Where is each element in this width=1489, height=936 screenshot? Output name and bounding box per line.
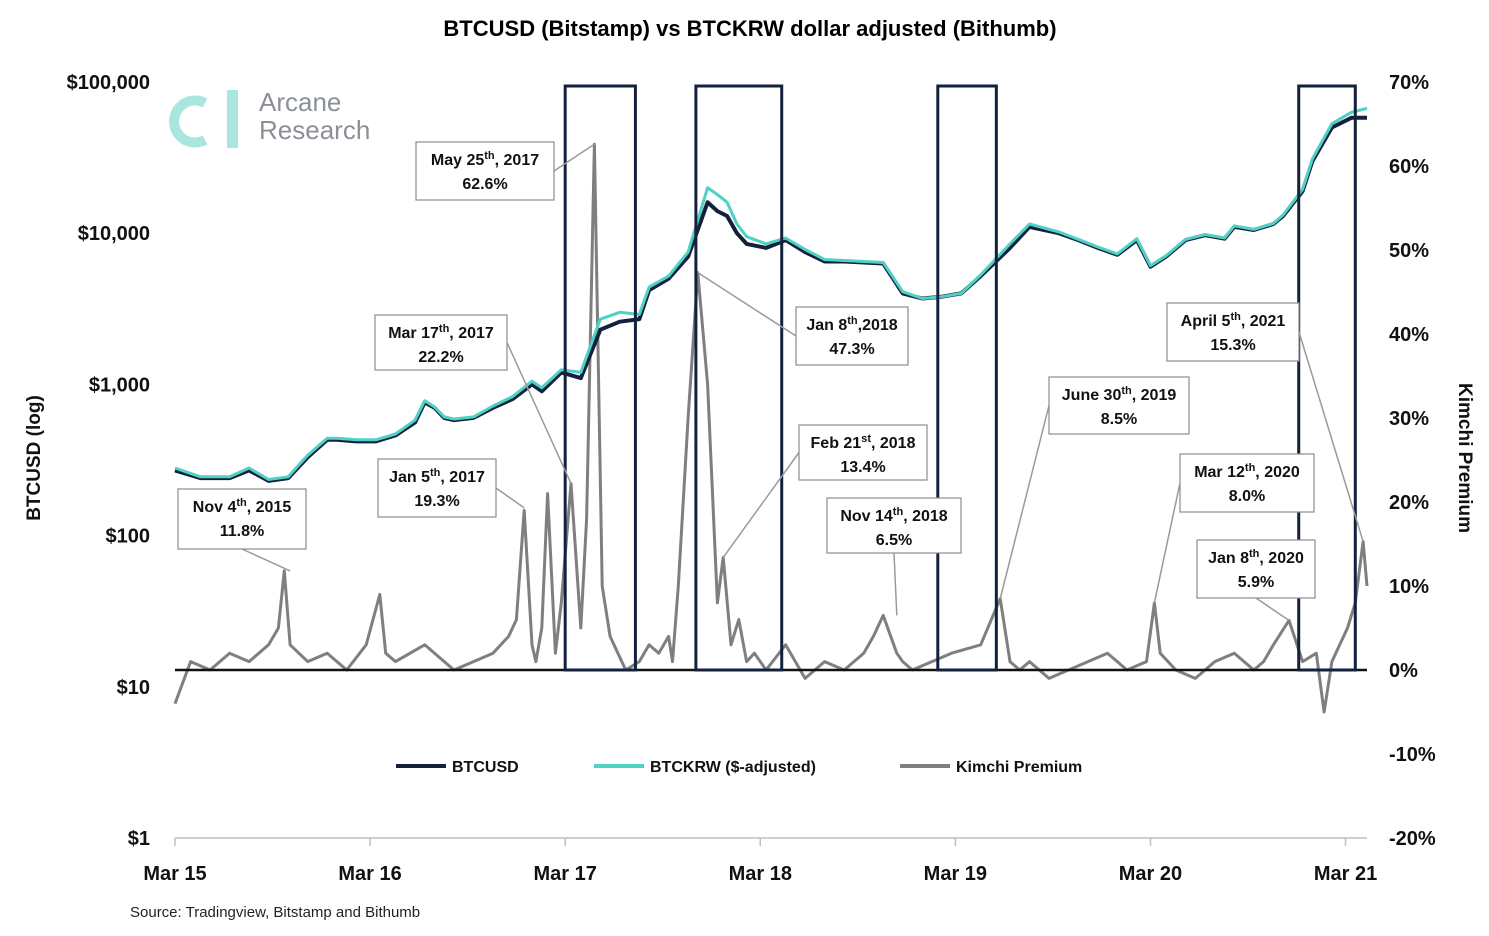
annotation-value: 47.3%	[829, 341, 874, 358]
highlight-period-box	[563, 84, 637, 672]
annotation-date: Mar 17th, 2017	[388, 323, 494, 342]
y-right-tick-label: 50%	[1389, 240, 1429, 262]
annotation-value: 8.0%	[1229, 488, 1265, 505]
y-left-tick-label: $10	[117, 677, 150, 699]
annotation-box	[374, 314, 508, 371]
annotation-value: 62.6%	[462, 176, 507, 193]
annotation-box	[177, 488, 307, 550]
annotation-date: April 5th, 2021	[1181, 311, 1286, 330]
highlight-period-box	[1297, 84, 1357, 672]
highlight-period-box	[694, 84, 784, 672]
annotation-box	[1179, 453, 1315, 513]
annotation-leader-line	[999, 405, 1050, 599]
y-left-tick-label: $1,000	[89, 374, 150, 396]
btckrw-line	[174, 106, 1368, 481]
legend-label-premium: Kimchi Premium	[956, 759, 1082, 776]
y-axis-right-label: Kimchi Premium	[1454, 383, 1475, 533]
annotation-value: 5.9%	[1238, 574, 1274, 591]
annotation-leader-line	[1153, 482, 1181, 603]
annotation-leader-line	[241, 548, 291, 572]
y-left-tick-label: $100	[106, 526, 151, 548]
y-right-tick-label: 10%	[1389, 576, 1429, 598]
source-note: Source: Tradingview, Bitstamp and Bithum…	[130, 904, 420, 921]
annotation-box	[1196, 539, 1316, 599]
annotation-value: 11.8%	[220, 523, 264, 540]
annotation-value: 22.2%	[418, 349, 463, 366]
chart-title: BTCUSD (Bitstamp) vs BTCKRW dollar adjus…	[443, 16, 1056, 41]
annotation-box	[1166, 302, 1300, 362]
annotation-box	[415, 141, 555, 201]
annotation-date: Mar 12th, 2020	[1194, 462, 1300, 481]
annotation-leader-line	[722, 452, 800, 558]
logo: Arcane Research	[169, 87, 370, 148]
annotation-leader-line	[495, 487, 525, 509]
logo-text-line1: Arcane	[259, 87, 341, 117]
annotation-leader-line	[893, 552, 898, 616]
annotation-value: 19.3%	[414, 493, 459, 510]
annotation-date: Jan 8th, 2020	[1208, 548, 1304, 567]
y-right-tick-label: -20%	[1389, 828, 1436, 850]
y-axis-left-ticks: $100,000 $10,000 $1,000 $100 $10 $1	[67, 72, 150, 850]
legend: BTCUSD BTCKRW ($-adjusted) Kimchi Premiu…	[396, 759, 1082, 776]
x-tick-label: Mar 15	[143, 863, 206, 885]
legend-label-btckrw: BTCKRW ($-adjusted)	[650, 759, 816, 776]
highlight-period-box	[936, 84, 998, 672]
annotation-box	[798, 424, 928, 481]
y-right-tick-label: 30%	[1389, 408, 1429, 430]
y-left-tick-label: $100,000	[67, 72, 150, 94]
annotation-date: Jan 5th, 2017	[389, 467, 485, 486]
annotation-value: 15.3%	[1210, 337, 1255, 354]
logo-text-line2: Research	[259, 115, 370, 145]
y-right-tick-label: -10%	[1389, 744, 1436, 766]
series-btckrw	[174, 106, 1368, 481]
annotation-leader-line	[1298, 331, 1364, 542]
logo-mark-bar-icon	[227, 90, 238, 148]
annotation-value: 8.5%	[1101, 411, 1137, 428]
y-right-tick-label: 70%	[1389, 72, 1429, 94]
annotation-box	[377, 458, 497, 518]
logo-mark-icon	[169, 95, 208, 148]
annotation-leader-line	[553, 143, 595, 172]
x-tick-label: Mar 17	[533, 863, 596, 885]
annotation-value: 13.4%	[840, 459, 885, 476]
x-tick-label: Mar 21	[1314, 863, 1377, 885]
y-right-tick-label: 0%	[1389, 660, 1418, 682]
y-right-tick-label: 20%	[1389, 492, 1429, 514]
x-tick-label: Mar 20	[1119, 863, 1182, 885]
annotation-box	[795, 306, 909, 366]
annotation-date: Jan 8th,2018	[806, 315, 897, 334]
y-left-tick-label: $10,000	[78, 223, 150, 245]
y-axis-right-ticks: 70% 60% 50% 40% 30% 20% 10% 0% -10% -20%	[1389, 72, 1436, 850]
annotation-date: Feb 21st, 2018	[811, 433, 916, 452]
y-right-tick-label: 60%	[1389, 156, 1429, 178]
annotation-box	[826, 497, 962, 554]
annotation-leader-line	[1255, 597, 1290, 622]
y-right-tick-label: 40%	[1389, 324, 1429, 346]
annotation-date: Nov 14th, 2018	[840, 506, 947, 525]
x-tick-label: Mar 16	[338, 863, 401, 885]
annotation-date: May 25th, 2017	[431, 150, 539, 169]
annotation-leader-line	[697, 272, 797, 337]
y-axis-left-label: BTCUSD (log)	[24, 395, 45, 521]
y-left-tick-label: $1	[128, 828, 150, 850]
x-axis: Mar 15 Mar 16 Mar 17 Mar 18 Mar 19 Mar 20 Mar …	[143, 837, 1377, 885]
annotation-value: 6.5%	[876, 532, 912, 549]
x-tick-label: Mar 18	[729, 863, 792, 885]
annotation-leader-line	[506, 342, 572, 484]
annotation-date: Nov 4th, 2015	[193, 497, 292, 516]
highlight-periods	[563, 84, 1357, 672]
annotation-date: June 30th, 2019	[1062, 385, 1177, 404]
annotation-box	[1048, 376, 1190, 435]
annotations: Nov 4th, 2015 11.8% Jan 5th, 2017 19.3% Mar …	[177, 141, 1364, 622]
legend-label-btcusd: BTCUSD	[452, 759, 519, 776]
x-tick-label: Mar 19	[924, 863, 987, 885]
